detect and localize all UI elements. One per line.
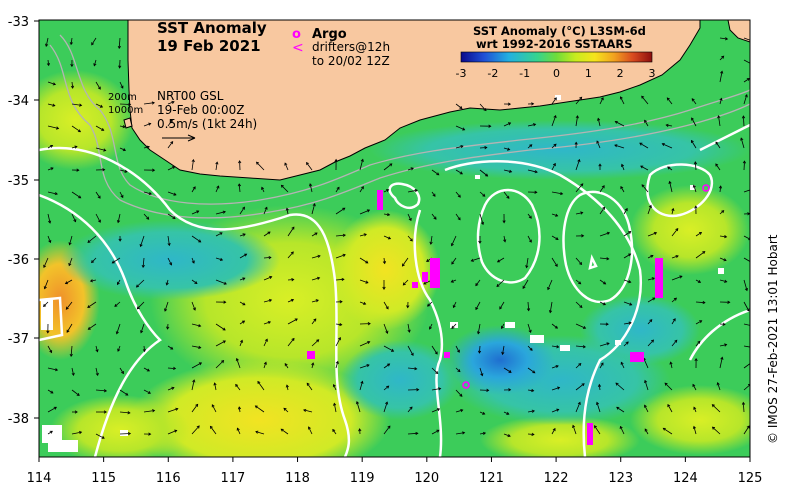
- x-tick-label: 124: [673, 471, 698, 486]
- colorbar-tick-label: 2: [617, 67, 624, 80]
- x-tick-label: 115: [91, 471, 116, 486]
- colorbar-tick-label: -3: [456, 67, 467, 80]
- title-line1: SST Anomaly: [157, 19, 267, 37]
- y-tick-label: -36: [8, 253, 29, 268]
- x-tick-label: 114: [27, 471, 52, 486]
- x-tick-label: 123: [608, 471, 633, 486]
- colorbar-tick-label: 3: [649, 67, 656, 80]
- drifter-legend-line2: to 20/02 12Z: [312, 54, 390, 68]
- current-vector: [120, 434, 130, 435]
- drifter-legend-marker: <: [292, 40, 304, 56]
- y-tick-label: -34: [8, 94, 29, 109]
- current-vector-head: [751, 63, 753, 65]
- y-tick-label: -37: [8, 332, 29, 347]
- colorbar-tick-label: -2: [487, 67, 498, 80]
- y-tick-label: -38: [8, 412, 29, 427]
- x-tick-label: 117: [220, 471, 245, 486]
- colorbar: [461, 52, 652, 62]
- x-tick-label: 116: [156, 471, 181, 486]
- colorbar-tick-label: 0: [553, 67, 560, 80]
- x-tick-label: 119: [350, 471, 375, 486]
- credit-text: © IMOS 27-Feb-2021 13:01 Hobart: [766, 235, 780, 444]
- x-tick-label: 121: [479, 471, 504, 486]
- colorbar-tick-label: 1: [585, 67, 592, 80]
- isobath-1000m-label: 1000m: [108, 105, 143, 116]
- isobath-200m-label: 200m: [108, 92, 137, 103]
- current-vector-head: [751, 39, 754, 41]
- x-tick-label: 120: [414, 471, 439, 486]
- vector-scale-label: 0.5m/s (1kt 24h): [157, 117, 257, 131]
- x-tick-label: 125: [738, 471, 763, 486]
- current-vector-head: [752, 325, 754, 328]
- drifter-legend-line1: drifters@12h: [312, 40, 390, 54]
- model-label: NRT00 GSL: [157, 89, 224, 103]
- colorbar-title-line1: SST Anomaly (°C) L3SM-6d: [473, 24, 646, 38]
- y-tick-label: -33: [8, 15, 29, 30]
- current-vector: [744, 161, 745, 170]
- x-tick-label: 122: [544, 471, 569, 486]
- current-vector-head: [751, 261, 754, 263]
- current-vector-head: [750, 362, 753, 364]
- x-axis: 114 115 116 117 118 119 120 121 122 123 124 125: [27, 457, 763, 486]
- colorbar-tick-label: -1: [519, 67, 530, 80]
- y-tick-label: -35: [8, 174, 29, 189]
- title-line2: 19 Feb 2021: [157, 37, 261, 55]
- sst-field: [15, 20, 770, 480]
- y-axis: -33 -34 -35 -36 -37 -38: [8, 15, 39, 427]
- x-tick-label: 118: [285, 471, 310, 486]
- colorbar-title-line2: wrt 1992-2016 SSTAARS: [476, 37, 633, 51]
- model-time: 19-Feb 00:00Z: [157, 103, 244, 117]
